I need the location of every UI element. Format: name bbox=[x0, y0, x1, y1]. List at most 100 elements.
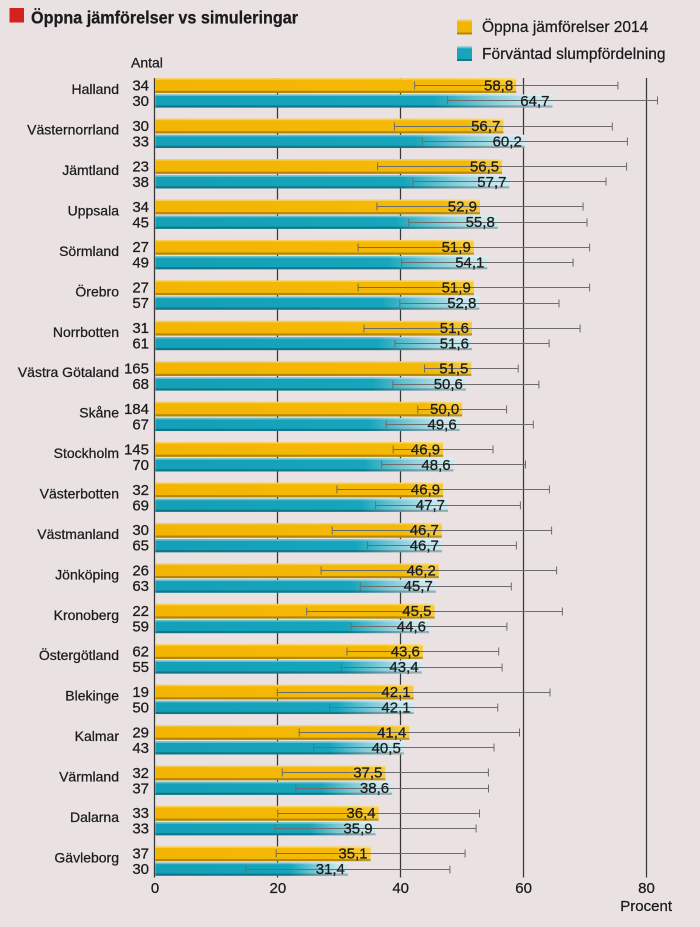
svg-text:38: 38 bbox=[132, 174, 149, 191]
svg-text:59: 59 bbox=[132, 619, 149, 636]
svg-text:45,5: 45,5 bbox=[402, 603, 431, 620]
svg-text:Öppna jämförelser 2014: Öppna jämförelser 2014 bbox=[482, 18, 649, 36]
svg-text:37: 37 bbox=[132, 780, 149, 797]
svg-text:Kronoberg: Kronoberg bbox=[54, 607, 119, 623]
svg-text:43,6: 43,6 bbox=[391, 643, 420, 660]
svg-text:30: 30 bbox=[132, 861, 149, 878]
svg-text:48,6: 48,6 bbox=[421, 457, 450, 474]
svg-text:37,5: 37,5 bbox=[353, 765, 382, 782]
svg-text:38,6: 38,6 bbox=[360, 780, 389, 797]
svg-text:Östergötland: Östergötland bbox=[39, 646, 119, 663]
svg-text:68: 68 bbox=[132, 376, 149, 393]
svg-text:145: 145 bbox=[124, 441, 149, 458]
svg-text:58,8: 58,8 bbox=[484, 77, 513, 94]
svg-text:42,1: 42,1 bbox=[381, 699, 410, 716]
svg-text:33: 33 bbox=[132, 821, 149, 838]
svg-text:51,9: 51,9 bbox=[442, 280, 471, 297]
svg-text:45: 45 bbox=[132, 214, 149, 231]
svg-text:45,7: 45,7 bbox=[404, 578, 433, 595]
svg-text:Dalarna: Dalarna bbox=[70, 809, 119, 825]
svg-text:34: 34 bbox=[132, 78, 149, 95]
svg-text:69: 69 bbox=[132, 497, 149, 514]
svg-text:31: 31 bbox=[132, 320, 149, 337]
svg-text:Västra Götaland: Västra Götaland bbox=[18, 364, 119, 380]
svg-text:Antal: Antal bbox=[131, 55, 163, 71]
svg-text:46,9: 46,9 bbox=[411, 441, 440, 458]
svg-text:51,9: 51,9 bbox=[442, 239, 471, 256]
svg-text:35,9: 35,9 bbox=[343, 821, 372, 838]
svg-text:61: 61 bbox=[132, 336, 149, 353]
svg-text:55,8: 55,8 bbox=[466, 214, 495, 231]
svg-text:42,1: 42,1 bbox=[381, 684, 410, 701]
svg-text:Norrbotten: Norrbotten bbox=[53, 324, 119, 340]
svg-text:Sörmland: Sörmland bbox=[59, 243, 119, 259]
svg-text:41,4: 41,4 bbox=[377, 724, 406, 741]
svg-text:35,1: 35,1 bbox=[338, 846, 367, 863]
svg-text:40,5: 40,5 bbox=[372, 740, 401, 757]
svg-text:30: 30 bbox=[132, 522, 149, 539]
svg-text:Blekinge: Blekinge bbox=[65, 688, 119, 704]
svg-text:52,8: 52,8 bbox=[447, 295, 476, 312]
svg-text:Västmanland: Västmanland bbox=[37, 526, 119, 542]
svg-text:46,9: 46,9 bbox=[411, 482, 440, 499]
svg-text:Stockholm: Stockholm bbox=[54, 445, 119, 461]
svg-text:Kalmar: Kalmar bbox=[75, 728, 120, 744]
svg-text:62: 62 bbox=[132, 644, 149, 661]
svg-text:36,4: 36,4 bbox=[346, 805, 375, 822]
svg-text:19: 19 bbox=[132, 684, 149, 701]
svg-text:Örebro: Örebro bbox=[75, 282, 119, 299]
svg-text:60,2: 60,2 bbox=[493, 133, 522, 150]
svg-text:Skåne: Skåne bbox=[79, 405, 119, 421]
svg-text:29: 29 bbox=[132, 724, 149, 741]
svg-text:Uppsala: Uppsala bbox=[68, 203, 120, 219]
svg-text:32: 32 bbox=[132, 765, 149, 782]
svg-text:46,7: 46,7 bbox=[410, 538, 439, 555]
svg-text:Värmland: Värmland bbox=[59, 769, 119, 785]
svg-text:54,1: 54,1 bbox=[455, 255, 484, 272]
svg-text:56,7: 56,7 bbox=[471, 118, 500, 135]
svg-text:27: 27 bbox=[132, 239, 149, 256]
svg-text:Öppna jämförelser vs simulerin: Öppna jämförelser vs simuleringar bbox=[31, 8, 298, 28]
svg-text:80: 80 bbox=[638, 880, 655, 897]
svg-text:Jämtland: Jämtland bbox=[62, 162, 119, 178]
svg-text:44,6: 44,6 bbox=[397, 619, 426, 636]
svg-text:51,6: 51,6 bbox=[440, 336, 469, 353]
svg-text:Gävleborg: Gävleborg bbox=[54, 849, 119, 865]
svg-text:65: 65 bbox=[132, 538, 149, 555]
svg-text:30: 30 bbox=[132, 93, 149, 110]
svg-text:64,7: 64,7 bbox=[520, 93, 549, 110]
svg-text:34: 34 bbox=[132, 199, 149, 216]
svg-text:55: 55 bbox=[132, 659, 149, 676]
svg-text:Västerbotten: Västerbotten bbox=[40, 486, 119, 502]
svg-text:22: 22 bbox=[132, 603, 149, 620]
svg-text:23: 23 bbox=[132, 158, 149, 175]
svg-text:60: 60 bbox=[515, 880, 532, 897]
svg-text:70: 70 bbox=[132, 457, 149, 474]
svg-text:50,6: 50,6 bbox=[434, 376, 463, 393]
svg-text:56,5: 56,5 bbox=[470, 158, 499, 175]
svg-text:40: 40 bbox=[392, 880, 409, 897]
svg-text:46,2: 46,2 bbox=[407, 563, 436, 580]
svg-text:33: 33 bbox=[132, 805, 149, 822]
svg-text:27: 27 bbox=[132, 280, 149, 297]
svg-text:43,4: 43,4 bbox=[389, 659, 418, 676]
svg-text:67: 67 bbox=[132, 416, 149, 433]
svg-text:43: 43 bbox=[132, 740, 149, 757]
svg-text:63: 63 bbox=[132, 578, 149, 595]
svg-text:57,7: 57,7 bbox=[477, 174, 506, 191]
svg-text:Förväntad slumpfördelning: Förväntad slumpfördelning bbox=[482, 46, 666, 63]
svg-text:51,5: 51,5 bbox=[439, 360, 468, 377]
svg-text:165: 165 bbox=[124, 361, 149, 378]
svg-text:49: 49 bbox=[132, 255, 149, 272]
svg-text:52,9: 52,9 bbox=[448, 199, 477, 216]
svg-text:Jönköping: Jönköping bbox=[55, 566, 119, 582]
svg-text:Västernorrland: Västernorrland bbox=[27, 122, 119, 138]
svg-text:50,0: 50,0 bbox=[430, 401, 459, 418]
svg-text:57: 57 bbox=[132, 295, 149, 312]
svg-text:30: 30 bbox=[132, 118, 149, 135]
svg-text:Halland: Halland bbox=[72, 81, 119, 97]
svg-text:47,7: 47,7 bbox=[416, 497, 445, 514]
svg-text:33: 33 bbox=[132, 133, 149, 150]
svg-text:184: 184 bbox=[124, 401, 149, 418]
svg-text:49,6: 49,6 bbox=[427, 416, 456, 433]
